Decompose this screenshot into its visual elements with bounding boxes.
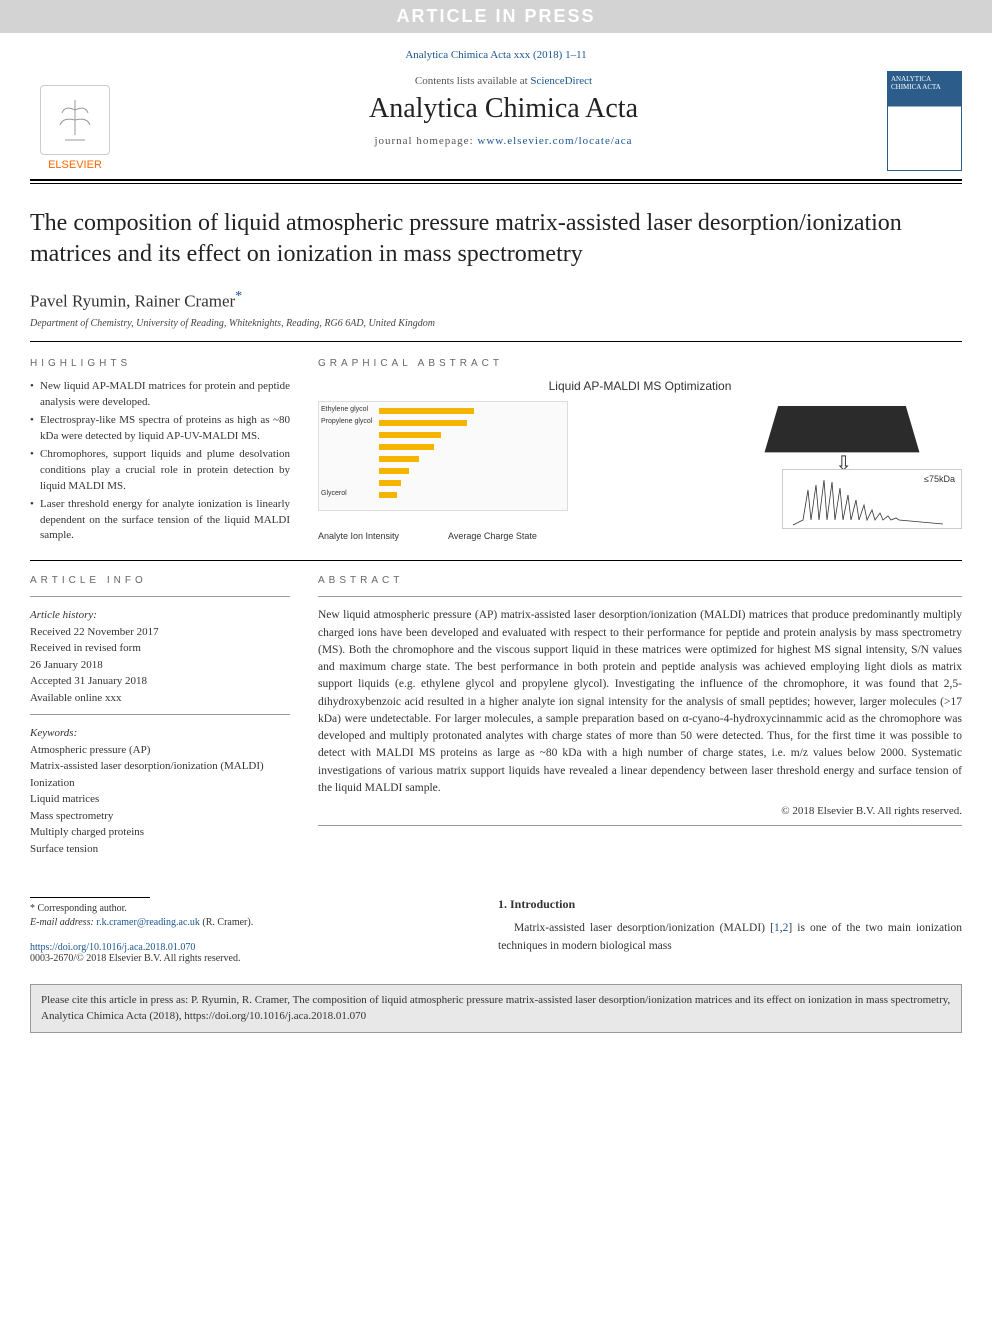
affiliation: Department of Chemistry, University of R… (30, 318, 962, 329)
elsevier-logo[interactable]: ELSEVIER (30, 71, 120, 171)
info-rule (30, 714, 290, 715)
cite-article-box: Please cite this article in press as: P.… (30, 984, 962, 1033)
corresponding-footnote: * Corresponding author. E-mail address: … (30, 902, 470, 930)
rule-mid (30, 560, 962, 561)
highlight-item: New liquid AP-MALDI matrices for protein… (30, 379, 290, 411)
info-rule (30, 596, 290, 597)
ga-title: Liquid AP-MALDI MS Optimization (318, 379, 962, 393)
ga-row-label: Ethylene glycol (321, 406, 368, 413)
article-title: The composition of liquid atmospheric pr… (30, 208, 962, 270)
citation-top: Analytica Chimica Acta xxx (2018) 1–11 (0, 49, 992, 61)
keyword: Surface tension (30, 841, 290, 858)
highlight-item: Laser threshold energy for analyte ioniz… (30, 497, 290, 545)
corr-label: * Corresponding author. (30, 902, 470, 916)
accepted-date: Accepted 31 January 2018 (30, 673, 290, 690)
highlights-list: New liquid AP-MALDI matrices for protein… (30, 379, 290, 544)
email-link[interactable]: r.k.cramer@reading.ac.uk (96, 917, 200, 928)
keyword: Atmospheric pressure (AP) (30, 742, 290, 759)
online-date: Available online xxx (30, 690, 290, 707)
email-label: E-mail address: (30, 917, 96, 928)
keywords-label: Keywords: (30, 725, 290, 742)
contents-prefix: Contents lists available at (415, 75, 530, 87)
homepage-line: journal homepage: www.elsevier.com/locat… (120, 135, 887, 147)
ga-maldi-plate (765, 406, 920, 452)
ga-spectrum-label: ≤75kDa (924, 474, 955, 484)
elsevier-text: ELSEVIER (48, 159, 102, 171)
header-rule-thin (30, 183, 962, 184)
keyword: Mass spectrometry (30, 808, 290, 825)
keyword: Multiply charged proteins (30, 824, 290, 841)
graphical-abstract-label: GRAPHICAL ABSTRACT (318, 358, 962, 369)
homepage-prefix: journal homepage: (374, 135, 477, 147)
ga-bar-chart: Ethylene glycol Propylene glycol Glycero… (318, 401, 568, 511)
highlight-item: Electrospray-like MS spectra of proteins… (30, 413, 290, 445)
keyword: Matrix-assisted laser desorption/ionizat… (30, 758, 290, 775)
keyword: Ionization (30, 775, 290, 792)
abstract-rule (318, 596, 962, 597)
keyword: Liquid matrices (30, 791, 290, 808)
revised-date: 26 January 2018 (30, 657, 290, 674)
rule-after-affiliation (30, 341, 962, 342)
ga-axis-intensity: Analyte Ion Intensity (318, 531, 399, 541)
elsevier-tree-icon (40, 85, 110, 155)
issn-rights: 0003-2670/© 2018 Elsevier B.V. All right… (30, 953, 470, 964)
homepage-link[interactable]: www.elsevier.com/locate/aca (477, 135, 632, 147)
ga-row-label: Propylene glycol (321, 418, 372, 425)
ga-spectrum: ≤75kDa (782, 469, 962, 529)
doi-link[interactable]: https://doi.org/10.1016/j.aca.2018.01.07… (30, 942, 470, 953)
intro-text: Matrix-assisted laser desorption/ionizat… (498, 920, 962, 955)
history-label: Article history: (30, 607, 290, 624)
email-suffix: (R. Cramer). (200, 917, 253, 928)
footnote-rule (30, 897, 150, 898)
graphical-abstract: Liquid AP-MALDI MS Optimization Ethylene… (318, 379, 962, 539)
doi-block: https://doi.org/10.1016/j.aca.2018.01.07… (30, 942, 470, 964)
revised-label: Received in revised form (30, 640, 290, 657)
intro-heading: 1. Introduction (498, 897, 962, 912)
received-date: Received 22 November 2017 (30, 624, 290, 641)
article-in-press-banner: ARTICLE IN PRESS (0, 0, 992, 33)
highlight-item: Chromophores, support liquids and plume … (30, 447, 290, 495)
article-info-label: ARTICLE INFO (30, 575, 290, 586)
cover-label: ANALYTICA CHIMICA ACTA (891, 75, 941, 91)
author-2: Rainer Cramer (135, 292, 236, 311)
author-1: Pavel Ryumin (30, 292, 126, 311)
copyright: © 2018 Elsevier B.V. All rights reserved… (318, 805, 962, 817)
sciencedirect-link[interactable]: ScienceDirect (530, 75, 592, 87)
authors: Pavel Ryumin, Rainer Cramer* (30, 288, 962, 312)
corresponding-marker: * (235, 288, 242, 304)
abstract-label: ABSTRACT (318, 575, 962, 586)
contents-available: Contents lists available at ScienceDirec… (120, 75, 887, 87)
journal-cover-thumb[interactable]: ANALYTICA CHIMICA ACTA (887, 71, 962, 171)
ga-row-label: Glycerol (321, 490, 347, 497)
article-info: Article history: Received 22 November 20… (30, 607, 290, 857)
abstract-rule-bottom (318, 825, 962, 826)
journal-header: ELSEVIER Contents lists available at Sci… (0, 71, 992, 171)
journal-name: Analytica Chimica Acta (120, 93, 887, 125)
intro-prefix: Matrix-assisted laser desorption/ionizat… (514, 922, 774, 934)
header-rule-thick (30, 179, 962, 181)
highlights-label: HIGHLIGHTS (30, 358, 290, 369)
ga-axis-charge: Average Charge State (448, 531, 537, 541)
abstract-text: New liquid atmospheric pressure (AP) mat… (318, 607, 962, 797)
keywords-list: Atmospheric pressure (AP) Matrix-assiste… (30, 742, 290, 858)
